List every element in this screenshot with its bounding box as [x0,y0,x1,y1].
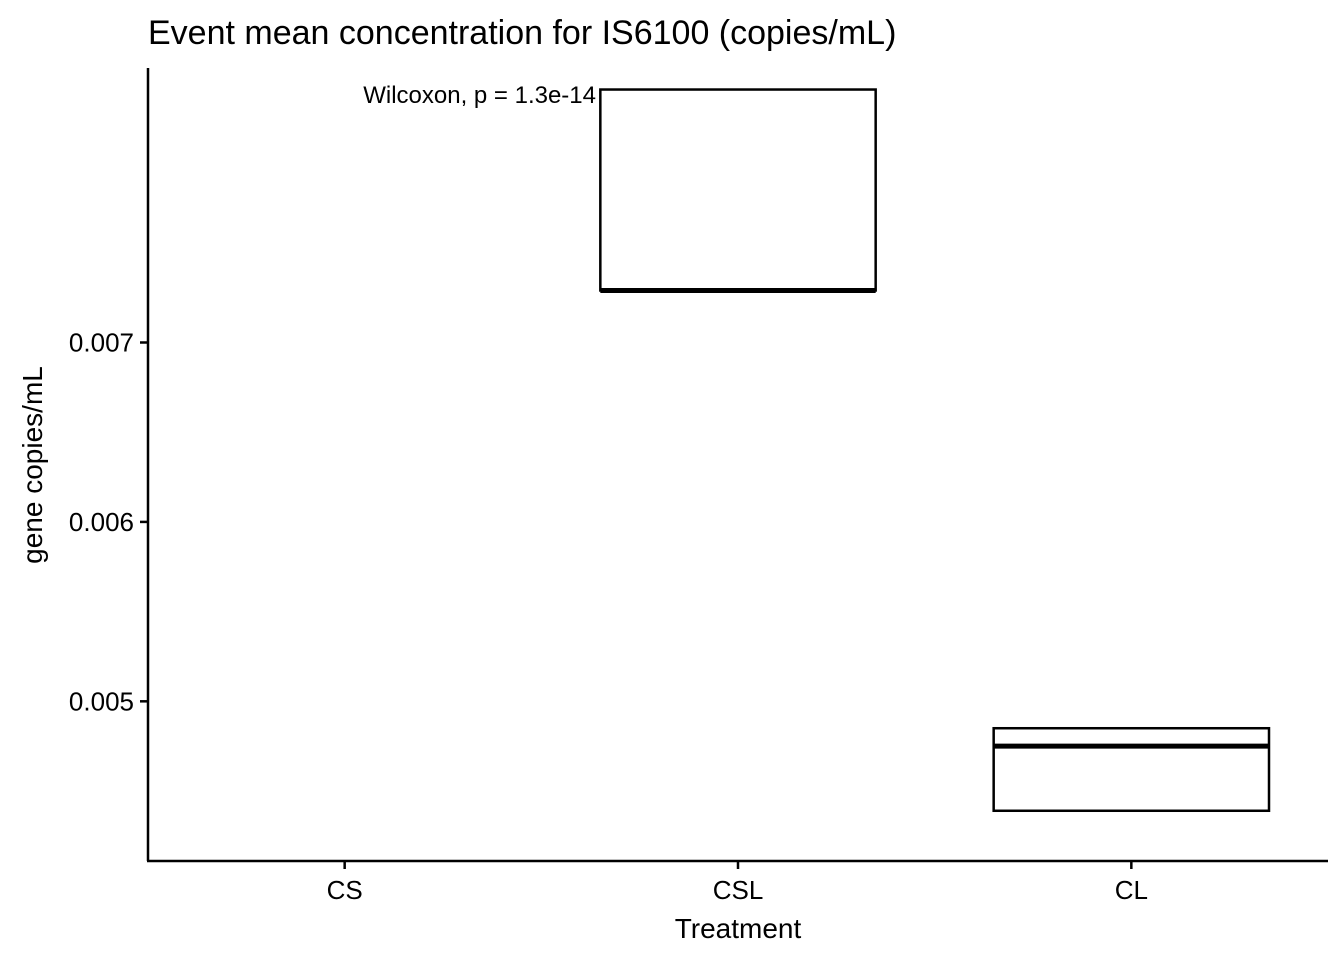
plot-area: 0.005 0.006 0.007 CS CSL CL [69,68,1328,905]
wilcoxon-annotation: Wilcoxon, p = 1.3e-14 [363,82,596,109]
x-axis-title: Treatment [675,913,802,944]
box-cl [992,726,1271,813]
y-axis-title: gene copies/mL [17,366,48,564]
y-tick-label: 0.007 [69,328,134,358]
box-csl [599,88,877,292]
chart-title: Event mean concentration for IS6100 (cop… [148,14,896,52]
x-tick-label-cl: CL [1115,875,1148,905]
y-tick-label: 0.006 [69,507,134,537]
y-tick-label: 0.005 [69,686,134,716]
x-tick-label-cs: CS [327,875,363,905]
x-tick-label-csl: CSL [713,875,764,905]
